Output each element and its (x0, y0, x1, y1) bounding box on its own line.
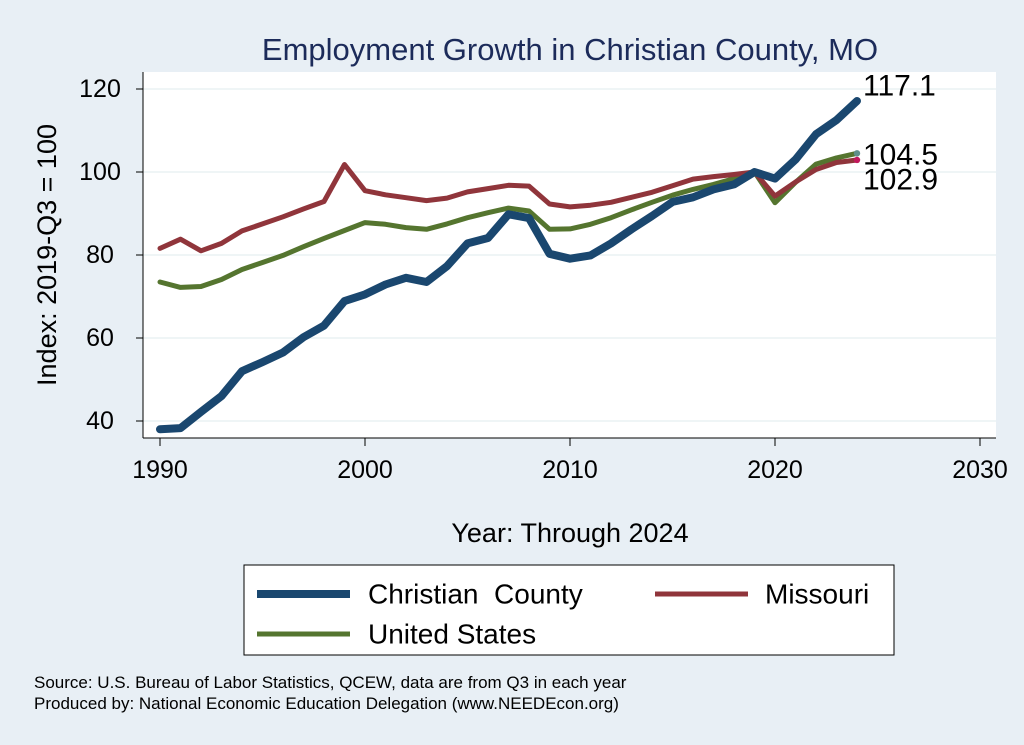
source-note: Source: U.S. Bureau of Labor Statistics,… (34, 673, 627, 692)
x-axis-label: Year: Through 2024 (451, 518, 688, 548)
end-point-marker (853, 156, 861, 164)
producer-note: Produced by: National Economic Education… (34, 694, 619, 713)
x-tick-label: 1990 (132, 456, 188, 484)
legend-label: Christian County (368, 579, 583, 610)
end-value-label: 117.1 (863, 70, 936, 103)
x-tick-label: 2000 (337, 456, 393, 484)
series-line-missouri (157, 157, 860, 254)
end-point-marker (853, 150, 861, 157)
legend-label: Missouri (765, 579, 869, 610)
end-value-label: 102.9 (863, 164, 938, 197)
y-tick-label: 60 (86, 324, 114, 352)
y-axis-label: Index: 2019-Q3 = 100 (32, 124, 62, 386)
x-tick-label: 2020 (747, 456, 803, 484)
end-value-label: 104.5 (863, 139, 938, 172)
end-point-marker (853, 97, 861, 105)
x-tick-label: 2030 (952, 456, 1008, 484)
chart-title: Employment Growth in Christian County, M… (262, 32, 878, 67)
y-tick-label: 40 (86, 407, 114, 435)
y-tick-label: 80 (86, 241, 114, 269)
legend-label: United States (368, 619, 536, 650)
y-tick-label: 120 (79, 75, 121, 103)
series-line-christian-county (156, 97, 861, 434)
legend-box (243, 564, 895, 656)
x-tick-label: 2010 (542, 456, 598, 484)
y-tick-label: 100 (79, 158, 121, 186)
